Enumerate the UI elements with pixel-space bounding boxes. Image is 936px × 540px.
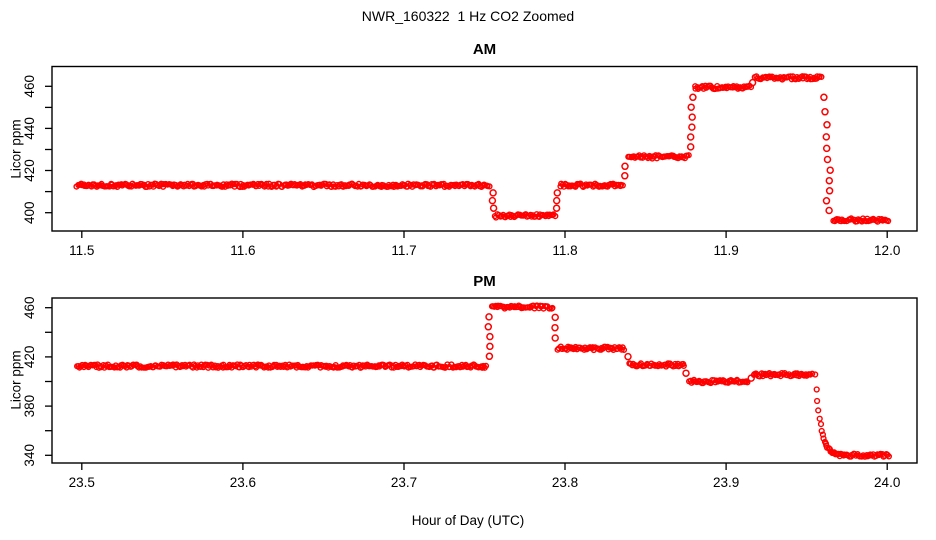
x-tick-label: 23.5	[69, 475, 95, 490]
pm-y-tick-labels: 340 380 420 460	[22, 296, 37, 466]
y-tick-label: 440	[22, 117, 37, 140]
x-tick-label: 11.9	[713, 243, 738, 258]
am-data-points	[73, 73, 892, 225]
am-x-tick-labels: 11.5 11.6 11.7 11.8 11.9 12.0	[69, 243, 900, 258]
pm-y-axis-ticks	[45, 307, 52, 456]
pm-plot-box	[51, 297, 918, 464]
am-y-tick-labels: 400 420 440 460	[22, 75, 37, 224]
y-tick-label: 380	[22, 395, 37, 418]
pm-x-axis-ticks	[81, 463, 888, 470]
am-panel: 11.5 11.6 11.7 11.8 11.9 12.0 400 420 440 460	[22, 65, 918, 258]
pm-panel: 23.5 23.6 23.7 23.8 23.9 24.0 340 380 420 460	[22, 296, 918, 490]
y-tick-label: 460	[22, 75, 37, 98]
x-tick-label: 24.0	[874, 475, 900, 490]
x-axis-label: Hour of Day (UTC)	[411, 513, 525, 528]
y-tick-label: 420	[22, 346, 37, 369]
x-tick-label: 23.8	[552, 475, 578, 490]
pm-x-tick-labels: 23.5 23.6 23.7 23.8 23.9 24.0	[69, 475, 901, 490]
am-x-axis-ticks	[81, 231, 888, 238]
y-tick-label: 400	[22, 201, 37, 224]
x-tick-label: 23.7	[391, 475, 417, 490]
x-tick-label: 23.6	[230, 475, 256, 490]
am-plot-box	[51, 65, 918, 232]
x-tick-label: 11.6	[230, 243, 255, 258]
y-tick-label: 340	[22, 444, 37, 467]
x-tick-label: 23.9	[713, 475, 739, 490]
pm-data-points	[73, 302, 893, 460]
am-y-axis-ticks	[45, 85, 52, 214]
x-tick-label: 11.5	[69, 243, 94, 258]
pm-panel-title: PM	[473, 273, 496, 290]
am-panel-title: AM	[472, 41, 497, 58]
x-tick-label: 12.0	[874, 243, 900, 258]
y-tick-label: 460	[22, 296, 37, 319]
y-tick-label: 420	[22, 159, 37, 182]
figure-title: NWR_160322 1 Hz CO2 Zoomed	[361, 8, 575, 24]
x-tick-label: 11.8	[552, 243, 577, 258]
x-tick-label: 11.7	[391, 243, 416, 258]
